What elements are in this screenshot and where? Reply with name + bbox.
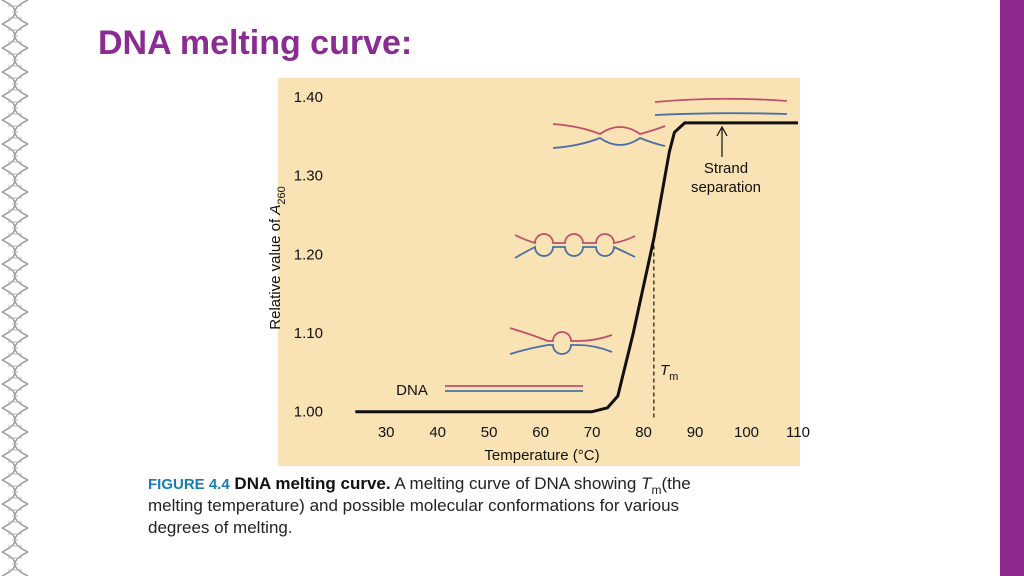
- y-tick-label: 1.00: [294, 404, 323, 421]
- tm-label: Tm: [660, 362, 678, 383]
- curve: [355, 121, 798, 414]
- caption-subscript: m: [651, 483, 661, 497]
- y-label-text: Relative value of: [267, 218, 284, 330]
- x-tick-label: 30: [378, 424, 395, 441]
- molecules: [445, 97, 788, 392]
- annotation: Strand: [704, 160, 748, 177]
- x-tick-label: 110: [786, 424, 810, 441]
- caption-line: melting temperature) and possible molecu…: [148, 496, 679, 515]
- caption-line: FIGURE 4.4 DNA melting curve. A melting …: [148, 474, 691, 497]
- caption-line: degrees of melting.: [148, 518, 293, 537]
- annotation: separation: [691, 179, 761, 196]
- slide-title: DNA melting curve:: [98, 24, 412, 62]
- tm-symbol: T: [660, 362, 671, 379]
- annotation: DNA: [396, 382, 428, 399]
- caption-label: FIGURE 4.4: [148, 476, 230, 493]
- side-bar: [1000, 0, 1024, 576]
- caption-title: DNA melting curve.: [234, 474, 390, 493]
- caption-text: A melting curve of DNA showing: [394, 474, 636, 493]
- x-tick-label: 80: [635, 424, 652, 441]
- x-axis-label: Temperature (°C): [484, 447, 599, 464]
- x-tick-label: 50: [481, 424, 498, 441]
- x-tick-label: 60: [532, 424, 549, 441]
- y-tick-label: 1.10: [294, 325, 323, 342]
- x-tick-label: 40: [429, 424, 446, 441]
- x-tick-label: 90: [687, 424, 704, 441]
- tm-subscript: m: [669, 371, 678, 383]
- y-tick-label: 1.40: [294, 89, 323, 106]
- x-tick-label: 70: [584, 424, 601, 441]
- y-label-subscript: 260: [276, 186, 288, 204]
- y-axis-label: Relative value of A260: [267, 186, 288, 329]
- y-tick-label: 1.30: [294, 168, 323, 185]
- x-tick-label: 100: [734, 424, 759, 441]
- helix-border: [0, 0, 30, 576]
- y-tick-label: 1.20: [294, 246, 323, 263]
- plot: 1.00 1.10 1.20 1.30 1.40 30 40 50 60 70 80 90 100 110: [294, 89, 810, 441]
- caption-symbol: T: [641, 474, 653, 493]
- y-label-symbol: A: [267, 205, 284, 216]
- chart-background: [278, 78, 800, 466]
- caption-text: (the: [661, 474, 690, 493]
